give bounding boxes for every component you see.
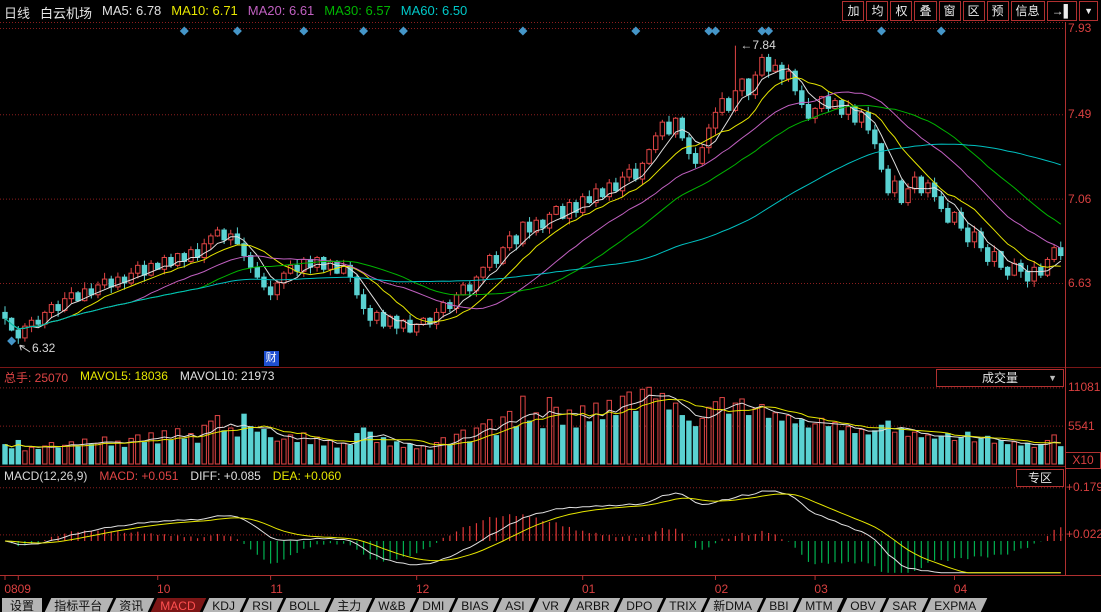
finance-event-badge[interactable]: 财	[263, 351, 279, 366]
tab-资讯[interactable]: 资讯	[109, 598, 155, 612]
indicator-tabbar: 设置 指标平台 资讯 MACD KDJ RSI BOLL 主力 W&B DMI BIAS ASI VR…	[0, 598, 1101, 612]
volume-axis-label-1: 5541	[1068, 418, 1095, 433]
macd-stat-3: DEA: +0.060	[272, 469, 342, 483]
tab-新DMA[interactable]: 新DMA	[703, 598, 764, 612]
macd-lines	[4, 490, 1061, 574]
svg-text:12: 12	[416, 582, 430, 596]
indicator-tabs: 指标平台 资讯 MACD KDJ RSI BOLL 主力 W&B DMI BIAS ASI VR ARB…	[44, 598, 987, 612]
tab-OBV[interactable]: OBV	[840, 598, 887, 612]
tab-EXPMA[interactable]: EXPMA	[924, 598, 987, 612]
tab-TRIX[interactable]: TRIX	[659, 598, 708, 612]
peak-price-annotation: ←7.84	[740, 37, 776, 52]
toolbar-button-均[interactable]: 均	[866, 1, 889, 21]
volume-axis-label-0: 11081	[1068, 380, 1101, 395]
tab-指标平台[interactable]: 指标平台	[44, 598, 114, 612]
toolbar-button-叠[interactable]: 叠	[914, 1, 937, 21]
toolbar-button-窗[interactable]: 窗	[938, 1, 961, 21]
ma-value-4: MA60: 6.50	[400, 3, 468, 18]
event-diamond-markers	[7, 26, 946, 346]
price-axis-label-2: 7.06	[1068, 191, 1092, 206]
macd-stat-1: MACD: +0.051	[99, 469, 179, 483]
tab-MTM[interactable]: MTM	[795, 598, 844, 612]
macd-axis-label-0: +0.179	[1066, 480, 1101, 495]
tab-ASI[interactable]: ASI	[496, 598, 537, 612]
toolbar-button-加[interactable]: 加	[842, 1, 865, 21]
ma-value-1: MA10: 6.71	[171, 3, 238, 18]
volume-stats: 总手: 25070 MAVOL5: 18036 MAVOL10: 21973	[4, 369, 274, 386]
tab-BIAS[interactable]: BIAS	[451, 598, 500, 612]
scroll-right-icon[interactable]: →▌	[1046, 1, 1078, 21]
macd-histogram	[11, 514, 1062, 573]
time-axis: 08 09 10 11 12 01 02 03 04	[4, 576, 968, 596]
period-label: 日线	[4, 6, 31, 21]
settings-button[interactable]: 设置	[2, 598, 43, 612]
tab-主力[interactable]: 主力	[327, 598, 373, 612]
macd-stat-0: MACD(12,26,9)	[4, 469, 88, 483]
indicator-selector[interactable]: 成交量 ▼	[936, 369, 1064, 387]
tab-DMI[interactable]: DMI	[412, 598, 456, 612]
svg-text:01: 01	[582, 582, 596, 596]
ma-lines	[4, 68, 1062, 330]
chevron-down-icon[interactable]: ▼	[1079, 1, 1098, 21]
zone-button[interactable]: 专区	[1016, 469, 1064, 487]
tab-DPO[interactable]: DPO	[616, 598, 664, 612]
tab-MACD[interactable]: MACD	[150, 598, 207, 612]
stock-name: 白云机场	[40, 6, 93, 21]
svg-text:09: 09	[18, 582, 32, 596]
svg-text:11: 11	[270, 582, 283, 596]
indicator-selector-label: 成交量	[981, 371, 1018, 385]
gridlines	[0, 22, 1065, 536]
tab-BOLL[interactable]: BOLL	[279, 598, 332, 612]
tab-SAR[interactable]: SAR	[882, 598, 928, 612]
ma-value-2: MA20: 6.61	[247, 3, 315, 18]
toolbar-buttons: 加均权叠窗区预信息	[840, 1, 1045, 21]
ma-value-3: MA30: 6.57	[324, 3, 391, 18]
tab-RSI[interactable]: RSI	[242, 598, 284, 612]
macd-axis-label-1: +0.022	[1066, 527, 1101, 542]
price-axis-label-1: 7.49	[1068, 107, 1092, 122]
toolbar: 加均权叠窗区预信息 →▌ ▼	[840, 1, 1098, 21]
volume-stat-2: MAVOL10: 21973	[179, 369, 275, 383]
tab-VR[interactable]: VR	[532, 598, 570, 612]
pane-frame	[0, 22, 1101, 576]
svg-text:04: 04	[954, 582, 968, 596]
volume-unit-label: X10	[1065, 452, 1101, 469]
chevron-down-icon: ▼	[1048, 373, 1057, 383]
toolbar-button-权[interactable]: 权	[890, 1, 913, 21]
svg-text:02: 02	[715, 582, 729, 596]
svg-text:10: 10	[157, 582, 171, 596]
volume-stat-1: MAVOL5: 18036	[80, 369, 168, 383]
chart-header: 日线 白云机场 MA5: 6.78 MA10: 6.71 MA20: 6.61 MA3…	[4, 3, 467, 21]
volume-bars	[2, 386, 1064, 465]
tab-ARBR[interactable]: ARBR	[566, 598, 621, 612]
volume-ma-lines	[4, 394, 1061, 448]
price-axis-label-3: 6.63	[1068, 275, 1092, 290]
toolbar-button-信息[interactable]: 信息	[1010, 1, 1045, 21]
tab-BBI[interactable]: BBI	[759, 598, 800, 612]
toolbar-button-区[interactable]: 区	[962, 1, 985, 21]
low-annotation-arrow	[19, 344, 31, 353]
candlesticks	[2, 45, 1064, 344]
toolbar-button-预[interactable]: 预	[986, 1, 1009, 21]
ma-value-0: MA5: 6.78	[102, 3, 162, 18]
low-price-annotation: 6.32	[32, 341, 56, 355]
svg-text:08: 08	[4, 582, 18, 596]
tab-KDJ[interactable]: KDJ	[203, 598, 247, 612]
ma-values: MA5: 6.78 MA10: 6.71 MA20: 6.61 MA30: 6.57 M…	[102, 3, 467, 21]
macd-stat-2: DIFF: +0.085	[190, 469, 261, 483]
price-axis-label-0: 7.93	[1068, 21, 1092, 35]
volume-stat-0: 总手: 25070	[4, 371, 69, 385]
tab-W&B[interactable]: W&B	[368, 598, 417, 612]
macd-stats: MACD(12,26,9) MACD: +0.051 DIFF: +0.085 DEA…	[4, 469, 341, 483]
svg-text:03: 03	[814, 582, 828, 596]
